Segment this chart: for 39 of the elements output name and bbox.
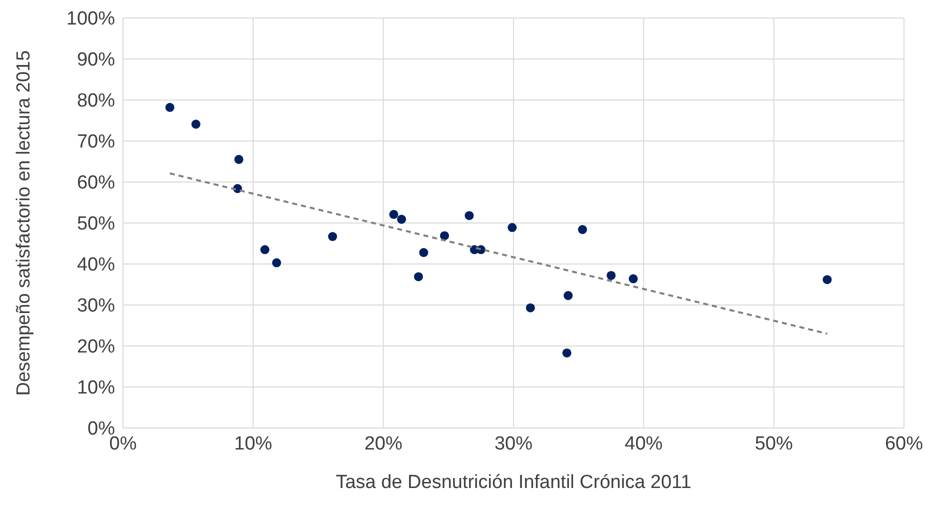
point (564, 291, 573, 300)
point (822, 275, 832, 284)
y-tick-label: 80% (76, 90, 116, 112)
x-tick-label: 20% (364, 433, 402, 454)
point (234, 154, 244, 164)
y-tick-label: 20% (76, 336, 116, 358)
point (419, 248, 428, 258)
point (562, 348, 572, 358)
point (578, 225, 587, 234)
y-tick-label: 70% (76, 132, 116, 153)
point (191, 120, 200, 129)
x-tick-label: 40% (624, 433, 663, 454)
x-tick-label: 30% (494, 433, 533, 454)
y-tick-label: 50% (76, 214, 116, 235)
point (606, 270, 616, 280)
x-axis-title: Tasa de Desnutrición Infantil Crónica 2011 (336, 472, 692, 493)
x-tick-label: 50% (754, 433, 793, 454)
y-tick-label: 60% (76, 172, 116, 194)
y-tick-label: 40% (76, 254, 116, 276)
point (464, 211, 474, 220)
x-tick-label: 10% (234, 433, 272, 454)
y-tick-label: 10% (76, 378, 116, 399)
point (508, 223, 517, 232)
point (440, 231, 450, 240)
point (414, 272, 423, 282)
point (165, 102, 174, 112)
point (260, 245, 270, 254)
point (628, 274, 638, 284)
y-tick-label: 100% (66, 8, 116, 30)
y-axis-title: Desempeño satisfactorio en lectura 2015 (14, 50, 35, 396)
x-tick-label: 0% (109, 433, 137, 454)
point (526, 303, 535, 312)
point (389, 210, 398, 219)
y-tick-label: 90% (76, 50, 116, 71)
y-tick-label: 30% (76, 296, 116, 317)
x-tick-label: 60% (884, 433, 924, 454)
point (272, 258, 282, 268)
point (328, 232, 338, 242)
point (397, 214, 406, 224)
